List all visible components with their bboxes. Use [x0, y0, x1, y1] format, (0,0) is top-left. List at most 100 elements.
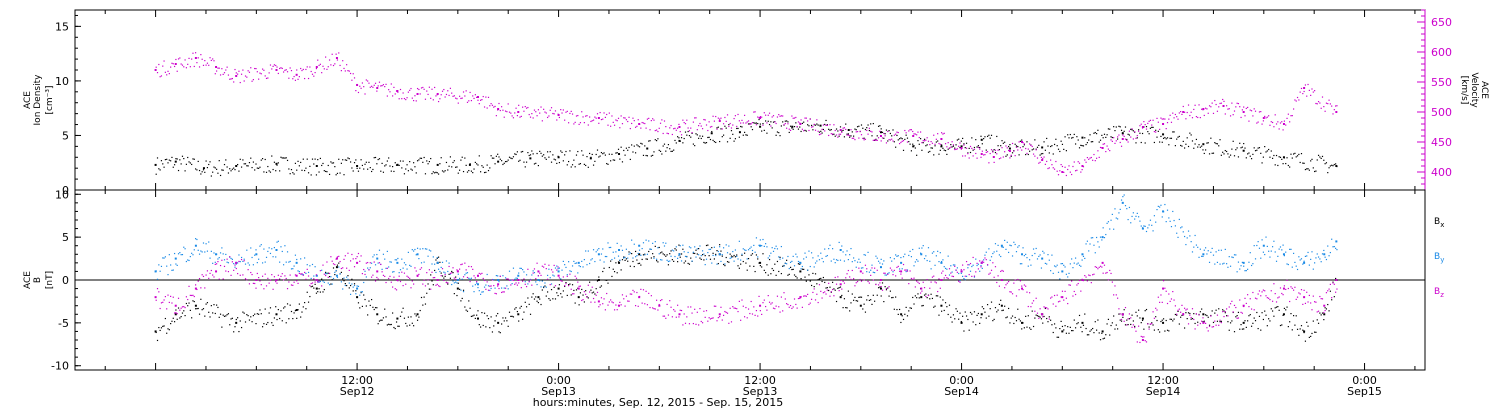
data-sample-bz [628, 300, 630, 302]
data-sample-density [339, 172, 341, 174]
data-sample-velocity [1269, 124, 1271, 126]
data-sample-density [984, 136, 986, 138]
data-sample-bx [1317, 322, 1320, 324]
data-sample-density [834, 135, 836, 137]
data-sample-density [851, 131, 853, 133]
data-sample-by [720, 260, 722, 263]
data-sample-density [1178, 135, 1180, 138]
data-sample-density [934, 145, 936, 147]
data-sample-bz [1139, 341, 1141, 344]
data-sample-density [922, 142, 924, 144]
data-sample-by [841, 245, 843, 247]
data-point-bz [799, 296, 802, 299]
data-sample-density [1004, 141, 1006, 143]
data-sample-by [240, 256, 243, 259]
data-sample-density [667, 144, 670, 146]
data-sample-by [1289, 248, 1291, 250]
data-sample-by [1105, 233, 1107, 236]
data-sample-velocity [455, 97, 457, 99]
data-sample-by [1248, 261, 1250, 263]
data-sample-by [1072, 267, 1074, 269]
data-sample-velocity [476, 96, 478, 98]
data-sample-by [1118, 212, 1120, 214]
data-sample-velocity [667, 133, 670, 135]
data-sample-density [842, 129, 844, 131]
data-sample-velocity [892, 140, 894, 142]
data-sample-velocity [611, 115, 613, 117]
data-sample-by [788, 267, 790, 270]
data-sample-bz [956, 271, 958, 273]
data-sample-by [518, 272, 520, 274]
data-sample-density [734, 138, 737, 140]
data-sample-by [305, 272, 307, 274]
data-sample-by [342, 288, 344, 290]
data-sample-bx [625, 258, 627, 260]
data-sample-density [808, 125, 810, 127]
data-sample-density [292, 172, 294, 174]
data-sample-velocity [1123, 135, 1125, 138]
data-sample-bx [704, 255, 706, 257]
data-sample-bz [944, 274, 947, 277]
data-sample-bx [225, 315, 227, 317]
data-point-velocity [215, 66, 218, 68]
data-sample-velocity [1257, 121, 1259, 123]
data-sample-bx [1245, 326, 1247, 328]
data-sample-density [1323, 159, 1325, 161]
data-sample-density [569, 150, 571, 152]
data-sample-by [766, 246, 768, 248]
data-sample-density [1044, 149, 1046, 151]
data-sample-velocity [1279, 122, 1282, 124]
data-sample-by [762, 238, 764, 241]
data-sample-bz [398, 275, 400, 277]
data-sample-by [155, 270, 157, 272]
data-sample-bx [173, 321, 176, 323]
data-sample-density [213, 166, 215, 168]
data-sample-by [554, 267, 557, 269]
velocity-axis-label-line3: [km/s] [1459, 76, 1469, 105]
data-sample-bz [1308, 294, 1310, 297]
data-sample-by [1038, 255, 1040, 258]
data-sample-velocity [552, 112, 554, 115]
data-sample-velocity [860, 134, 863, 136]
data-sample-bx [1258, 315, 1261, 317]
data-sample-bz [801, 306, 803, 308]
data-sample-velocity [557, 113, 559, 115]
data-sample-bx [304, 301, 306, 304]
data-sample-bx [615, 262, 617, 264]
data-sample-bz [227, 271, 230, 273]
data-sample-density [624, 154, 626, 156]
data-sample-velocity [486, 107, 488, 109]
data-sample-by [395, 259, 398, 261]
data-sample-bz [1178, 308, 1180, 310]
data-point-velocity [1162, 123, 1165, 125]
data-sample-velocity [305, 68, 307, 71]
data-sample-velocity [1282, 129, 1284, 131]
data-sample-velocity [1061, 165, 1064, 168]
data-sample-velocity [960, 148, 962, 150]
data-sample-by [1059, 278, 1061, 280]
data-sample-density [1312, 167, 1314, 169]
data-sample-bx [1152, 324, 1154, 326]
data-sample-density [853, 135, 855, 137]
data-sample-by [695, 256, 697, 258]
data-sample-density [892, 129, 894, 131]
data-sample-bz [1218, 324, 1220, 326]
data-sample-bz [913, 277, 915, 279]
data-sample-bx [250, 316, 252, 318]
data-sample-by [830, 260, 832, 262]
data-sample-bx [193, 300, 195, 303]
data-sample-bz [364, 273, 366, 276]
data-sample-bx [838, 287, 840, 289]
data-sample-bx [524, 301, 526, 303]
data-sample-by [621, 249, 624, 251]
data-sample-bx [1257, 327, 1259, 330]
data-sample-by [351, 283, 353, 285]
data-sample-density [525, 161, 528, 163]
data-sample-by [1082, 255, 1085, 258]
data-sample-bz [791, 307, 793, 310]
data-sample-bz [686, 316, 688, 318]
data-sample-density [367, 168, 369, 170]
data-sample-density [1333, 163, 1335, 166]
data-sample-bx [646, 258, 649, 260]
data-sample-by [839, 259, 842, 261]
